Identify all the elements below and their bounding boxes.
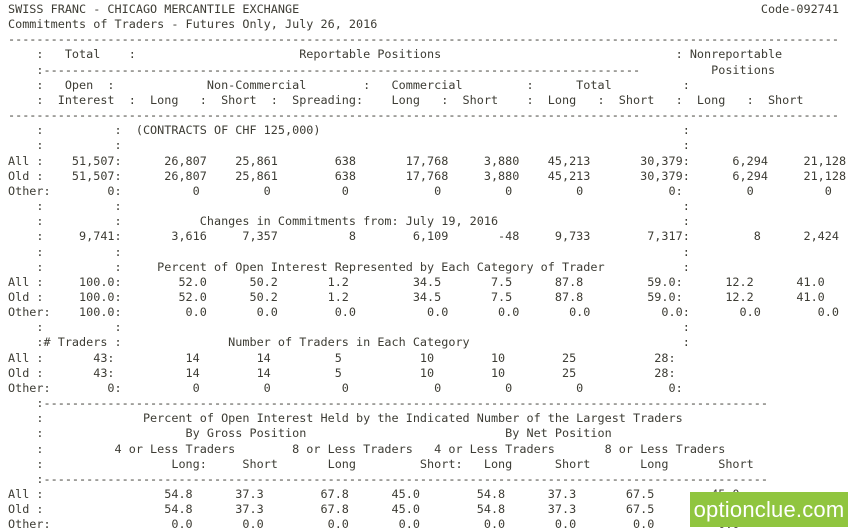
header-total-reportable: : Total : Reportable Positions : Nonrepo… xyxy=(8,47,783,62)
header-divider-positions: :---------------------------------------… xyxy=(8,62,776,77)
row-positions-all: All : 51,507: 26,807 25,861 638 17,768 3… xyxy=(8,153,847,168)
row-changes: : 9,741: 3,616 7,357 8 6,109 -48 9,733 7… xyxy=(8,229,839,244)
row-traders-old: Old : 43: 14 14 5 10 10 25 28: xyxy=(8,365,676,380)
header-column-labels: : Interest : Long : Short : Spreading: L… xyxy=(8,92,804,107)
spacer-line: : : : xyxy=(8,138,690,153)
row-percent-all: All : 100.0: 52.0 50.2 1.2 34.5 7.5 87.8… xyxy=(8,274,825,289)
largest-traders-header: : Percent of Open Interest Held by the I… xyxy=(8,411,683,426)
row-traders-all: All : 43: 14 14 5 10 10 25 28: xyxy=(8,350,676,365)
divider-largest-traders-data: :---------------------------------------… xyxy=(8,471,768,486)
header-category-groups: : Open : Non-Commercial : Commercial : T… xyxy=(8,77,690,92)
row-traders-other: Other: 0: 0 0 0 0 0 0 0: xyxy=(8,380,683,395)
spacer-line: : : : xyxy=(8,244,690,259)
contract-unit-line: : : (CONTRACTS OF CHF 125,000) : xyxy=(8,123,690,138)
row-percent-other: Other: 100.0: 0.0 0.0 0.0 0.0 0.0 0.0 0.… xyxy=(8,305,839,320)
divider-largest-traders-top: :---------------------------------------… xyxy=(8,396,768,411)
report-subtitle-line: Commitments of Traders - Futures Only, J… xyxy=(8,17,378,32)
optionclue-watermark: optionclue.com xyxy=(690,492,848,527)
row-positions-old: Old : 51,507: 26,807 25,861 638 17,768 3… xyxy=(8,168,847,183)
row-positions-other: Other: 0: 0 0 0 0 0 0 0: 0 0 xyxy=(8,183,832,198)
spacer-line: : : : xyxy=(8,320,690,335)
changes-section-header: : : Changes in Commitments from: July 19… xyxy=(8,214,690,229)
percent-section-header: : : Percent of Open Interest Represented… xyxy=(8,259,690,274)
traders-section-header: :# Traders : Number of Traders in Each C… xyxy=(8,335,690,350)
cot-report-text: SWISS FRANC - CHICAGO MERCANTILE EXCHANG… xyxy=(8,2,846,532)
divider-header-bottom: ----------------------------------------… xyxy=(8,108,839,123)
divider-top: ----------------------------------------… xyxy=(8,32,839,47)
report-title-line: SWISS FRANC - CHICAGO MERCANTILE EXCHANG… xyxy=(8,2,839,16)
long-short-column-header: : Long: Short Long Short: Long Short Lon… xyxy=(8,456,754,471)
traders-count-header: : 4 or Less Traders 8 or Less Traders 4 … xyxy=(8,441,726,456)
gross-net-position-header: : By Gross Position By Net Position xyxy=(8,426,612,441)
row-percent-old: Old : 100.0: 52.0 50.2 1.2 34.5 7.5 87.8… xyxy=(8,289,825,304)
spacer-line: : : : xyxy=(8,199,690,214)
